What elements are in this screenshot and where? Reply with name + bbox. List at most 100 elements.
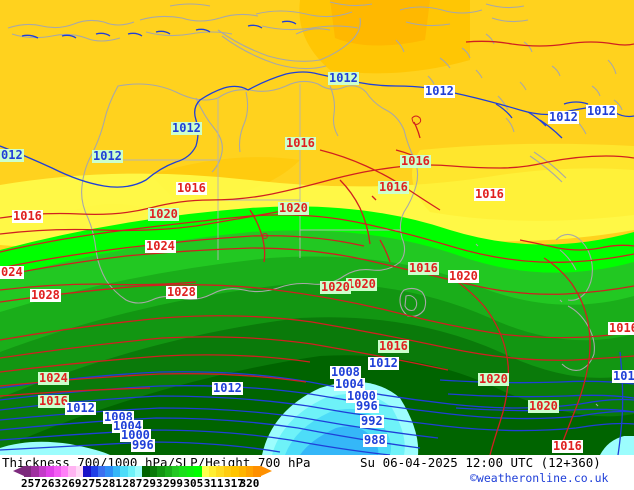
isobar-label: 1012 (328, 71, 359, 85)
thickness-band-yellow2 (412, 143, 634, 221)
color-swatch (179, 466, 188, 477)
isobar-label: 1020 (448, 269, 479, 283)
copyright-notice: ©weatheronline.co.uk (470, 471, 609, 485)
color-scale-right-arrow (260, 466, 272, 476)
color-scale-bar (13, 466, 272, 477)
isobar-label: 1008 (330, 365, 361, 379)
thickness-band-cyan5 (0, 441, 110, 455)
color-swatch (186, 466, 195, 477)
isobar-label: 1016 (552, 439, 583, 453)
isobar-label: 1012 (548, 110, 579, 124)
color-swatch (31, 466, 40, 477)
isobar-label: 1016 (474, 187, 505, 201)
color-swatch (135, 466, 143, 477)
isobar-label: 1020 (320, 280, 351, 294)
pressure-center-marks (262, 115, 422, 239)
isobar-label: 1024 (38, 371, 69, 385)
isobar-label: 1016 (12, 209, 43, 223)
isobar-label: 1012 (368, 356, 399, 370)
isobar-label: 1028 (166, 285, 197, 299)
thickness-band-cyan4 (300, 426, 379, 455)
isobar-label: 1016 (285, 136, 316, 150)
isobar-label: 1012 (92, 149, 123, 163)
isobar-label: 988 (363, 433, 387, 447)
isobar-label: 1000 (120, 428, 151, 442)
color-swatch (75, 466, 84, 477)
isobar-label: 1012 (424, 84, 455, 98)
color-swatch (253, 466, 262, 477)
isobar-label: 1016 (408, 261, 439, 275)
color-swatch (83, 466, 92, 477)
color-swatch (38, 466, 47, 477)
color-swatch (231, 466, 240, 477)
forecast-datetime: Su 06-04-2025 12:00 UTC (12+360) (360, 455, 601, 470)
map-graphics (0, 0, 634, 455)
color-scale-tick-label: 281 (102, 477, 123, 490)
color-swatch (68, 466, 77, 477)
color-swatch (164, 466, 173, 477)
isobar-label: 1004 (334, 377, 365, 391)
thickness-band-orange2 (330, 0, 430, 46)
color-swatch (24, 466, 32, 477)
isobar-label: 992 (360, 414, 384, 428)
color-swatch (112, 466, 121, 477)
thickness-band-cyan6 (600, 436, 634, 455)
isobar-label: 1016 (378, 180, 409, 194)
color-scale-tick-label: 257 (21, 477, 41, 490)
isobar-label: 024 (0, 265, 24, 279)
color-scale-tick-label: 320 (239, 477, 260, 490)
color-scale-ticks: 257 263 269 275 281 287 293 299 305 311 317 320 (0, 477, 340, 490)
isobar-label: 1024 (145, 239, 176, 253)
color-swatch (149, 466, 158, 477)
color-swatch (61, 466, 69, 477)
color-scale-left-arrow (13, 466, 24, 476)
color-swatch (120, 466, 129, 477)
isobar-label: 1012 (586, 104, 617, 118)
color-swatch (246, 466, 254, 477)
isobar-label: 1016 (378, 339, 409, 353)
isobar-label: 1020 (278, 201, 309, 215)
color-scale-tick-label: 287 (122, 477, 143, 490)
color-swatch (46, 466, 55, 477)
isobar-label: 1000 (346, 389, 377, 403)
color-swatch (172, 466, 180, 477)
color-swatch (201, 466, 210, 477)
color-swatch (142, 466, 151, 477)
color-swatch (53, 466, 62, 477)
color-scale-tick-label: 305 (183, 477, 204, 490)
color-scale-tick-label: 263 (41, 477, 62, 490)
isobar-label: 101 (612, 369, 634, 383)
color-scale-tick-label: 293 (142, 477, 163, 490)
isobar-label: 1012 (171, 121, 202, 135)
color-swatch (157, 466, 166, 477)
color-swatch (127, 466, 136, 477)
isobar-label: 996 (355, 399, 379, 413)
color-scale-tick-label: 269 (61, 477, 82, 490)
color-swatch (216, 466, 225, 477)
color-swatch (223, 466, 232, 477)
isobar-label: 1020 (478, 372, 509, 386)
isobar-label: 1020 (148, 207, 179, 221)
color-swatch (90, 466, 99, 477)
isobar-label: 1016 (400, 154, 431, 168)
isobar-label: 1016 (608, 322, 634, 335)
coastline-layer (7, 1, 623, 407)
color-swatch (98, 466, 106, 477)
color-swatch (209, 466, 217, 477)
isobar-label: 012 (0, 148, 24, 162)
color-scale-tick-label: 317 (224, 477, 244, 490)
color-swatch (105, 466, 114, 477)
isobar-label: 1012 (65, 401, 96, 415)
color-scale-tick-label: 311 (203, 477, 224, 490)
isobar-label: 1012 (212, 381, 243, 395)
isobar-label: 996 (131, 438, 155, 452)
isobar-label: 1020 (346, 277, 377, 291)
map-footer: Thickness 700/1000 hPa/SLP/Height 700 hP… (0, 455, 634, 490)
color-scale-tick-label: 275 (81, 477, 102, 490)
isobar-label: 1020 (528, 399, 559, 413)
isobar-label: 1016 (38, 394, 69, 408)
isobar-label: 1028 (30, 288, 61, 302)
color-swatch (194, 466, 203, 477)
weather-map-canvas[interactable]: 1012 1012 1012 1012 1012 1012 012 1016 1016 1016 1… (0, 0, 634, 455)
